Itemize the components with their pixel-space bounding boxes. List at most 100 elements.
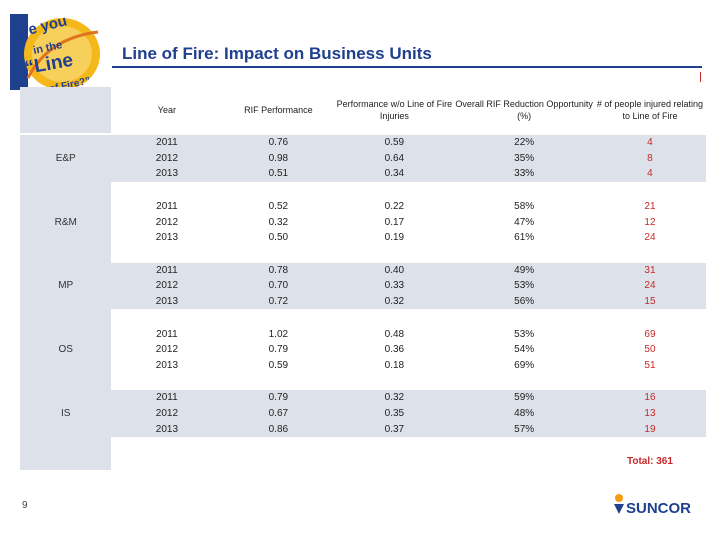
unit-label: R&M — [20, 198, 112, 246]
performance-cell: 0.32 — [334, 293, 455, 310]
year-cell: 2012 — [111, 150, 223, 167]
performance-cell: 0.22 — [334, 198, 455, 215]
opportunity-cell: 48% — [454, 405, 594, 422]
injured-header: # of people injured relating to Line of … — [596, 99, 703, 121]
year-header: Year — [157, 105, 176, 115]
performance-cell: 0.36 — [334, 341, 455, 358]
performance-cell: 0.34 — [334, 166, 455, 182]
section-spacer — [20, 436, 706, 454]
page-number: 9 — [22, 500, 28, 511]
section-spacer — [20, 309, 706, 327]
performance-cell: 0.32 — [334, 390, 455, 406]
rif-cell: 0.86 — [222, 421, 335, 437]
rif-cell: 0.59 — [222, 357, 335, 374]
rif-cell: 0.78 — [222, 262, 335, 279]
total-row: Total: 361 — [20, 453, 706, 470]
brand-name: SUNCOR — [626, 500, 691, 517]
table-row: 2012 0.70 0.33 53% 24 — [20, 278, 706, 294]
unit-label: IS — [20, 390, 112, 437]
table-row: R&M 2011 0.52 0.22 58% 21 — [20, 198, 706, 246]
opportunity-cell: 61% — [454, 229, 594, 246]
opportunity-cell: 69% — [454, 357, 594, 374]
injured-cell: 69 — [593, 326, 706, 342]
year-cell: 2011 — [111, 262, 223, 279]
injured-cell: 50 — [593, 341, 706, 358]
opportunity-cell: 57% — [454, 421, 594, 437]
unit-label: OS — [20, 326, 112, 374]
year-cell: 2013 — [111, 421, 223, 437]
year-cell: 2011 — [111, 198, 223, 215]
performance-cell: 0.37 — [334, 421, 455, 437]
rif-cell: 0.79 — [222, 341, 335, 358]
injured-cell: 16 — [593, 390, 706, 406]
performance-cell: 0.64 — [334, 150, 455, 167]
rif-cell: 0.76 — [222, 134, 335, 151]
injured-cell: 13 — [593, 405, 706, 422]
injured-cell: 31 — [593, 262, 706, 279]
table-row: 2013 0.50 0.19 61% 24 — [20, 229, 706, 246]
opportunity-cell: 35% — [454, 150, 594, 167]
injured-cell: 24 — [593, 278, 706, 294]
opportunity-cell: 53% — [454, 278, 594, 294]
year-cell: 2011 — [111, 326, 223, 342]
performance-cell: 0.33 — [334, 278, 455, 294]
rif-cell: 0.67 — [222, 405, 335, 422]
section-spacer — [20, 181, 706, 199]
table-row: 2013 0.86 0.37 57% 19 — [20, 421, 706, 437]
rif-cell: 0.32 — [222, 214, 335, 230]
rif-cell: 0.72 — [222, 293, 335, 310]
injured-cell: 12 — [593, 214, 706, 230]
line-of-fire-logo: are you in the “Line of Fire?” — [10, 12, 100, 94]
section-spacer — [20, 373, 706, 391]
opportunity-cell: 56% — [454, 293, 594, 310]
injured-cell: 8 — [593, 150, 706, 167]
title-rule-tick — [700, 72, 701, 82]
opportunity-header: Overall RIF Reduction Opportunity (%) — [455, 99, 593, 121]
business-unit-table: Year RIF Performance Performance w/o Lin… — [20, 87, 706, 470]
performance-cell: 0.59 — [334, 134, 455, 151]
opportunity-cell: 33% — [454, 166, 594, 182]
logo-text-2: in the — [32, 39, 63, 57]
opportunity-cell: 59% — [454, 390, 594, 406]
opportunity-cell: 54% — [454, 341, 594, 358]
title-underline — [112, 66, 702, 68]
section-spacer — [20, 245, 706, 263]
year-cell: 2012 — [111, 341, 223, 358]
performance-cell: 0.17 — [334, 214, 455, 230]
table-row: 2013 0.51 0.34 33% 4 — [20, 166, 706, 182]
rif-cell: 0.98 — [222, 150, 335, 167]
injured-cell: 19 — [593, 421, 706, 437]
table-row: 2012 0.67 0.35 48% 13 — [20, 405, 706, 422]
slide-title: Line of Fire: Impact on Business Units — [122, 44, 432, 63]
unit-label: MP — [20, 262, 112, 310]
suncor-logo: SUNCOR — [614, 494, 691, 517]
opportunity-cell: 22% — [454, 134, 594, 151]
year-cell: 2013 — [111, 293, 223, 310]
rif-cell: 0.51 — [222, 166, 335, 182]
injured-cell: 24 — [593, 229, 706, 246]
rif-cell: 0.52 — [222, 198, 335, 215]
injured-cell: 4 — [593, 166, 706, 182]
table-header-row: Year RIF Performance Performance w/o Lin… — [20, 87, 706, 134]
opportunity-cell: 49% — [454, 262, 594, 279]
injured-cell: 15 — [593, 293, 706, 310]
year-cell: 2012 — [111, 278, 223, 294]
rif-cell: 0.79 — [222, 390, 335, 406]
table-row: 2012 0.98 0.64 35% 8 — [20, 150, 706, 167]
rif-cell: 1.02 — [222, 326, 335, 342]
table-row: 2012 0.79 0.36 54% 50 — [20, 341, 706, 358]
opportunity-cell: 53% — [454, 326, 594, 342]
year-cell: 2013 — [111, 357, 223, 374]
rif-header: RIF Performance — [244, 105, 313, 115]
table-row: 2013 0.59 0.18 69% 51 — [20, 357, 706, 374]
unit-header — [20, 87, 112, 134]
table-row: 2013 0.72 0.32 56% 15 — [20, 293, 706, 310]
performance-cell: 0.18 — [334, 357, 455, 374]
table-row: MP 2011 0.78 0.40 49% 31 — [20, 262, 706, 310]
performance-header: Performance w/o Line of Fire Injuries — [336, 99, 453, 121]
injured-cell: 51 — [593, 357, 706, 374]
year-cell: 2013 — [111, 229, 223, 246]
year-cell: 2011 — [111, 134, 223, 151]
performance-cell: 0.48 — [334, 326, 455, 342]
injured-cell: 21 — [593, 198, 706, 215]
